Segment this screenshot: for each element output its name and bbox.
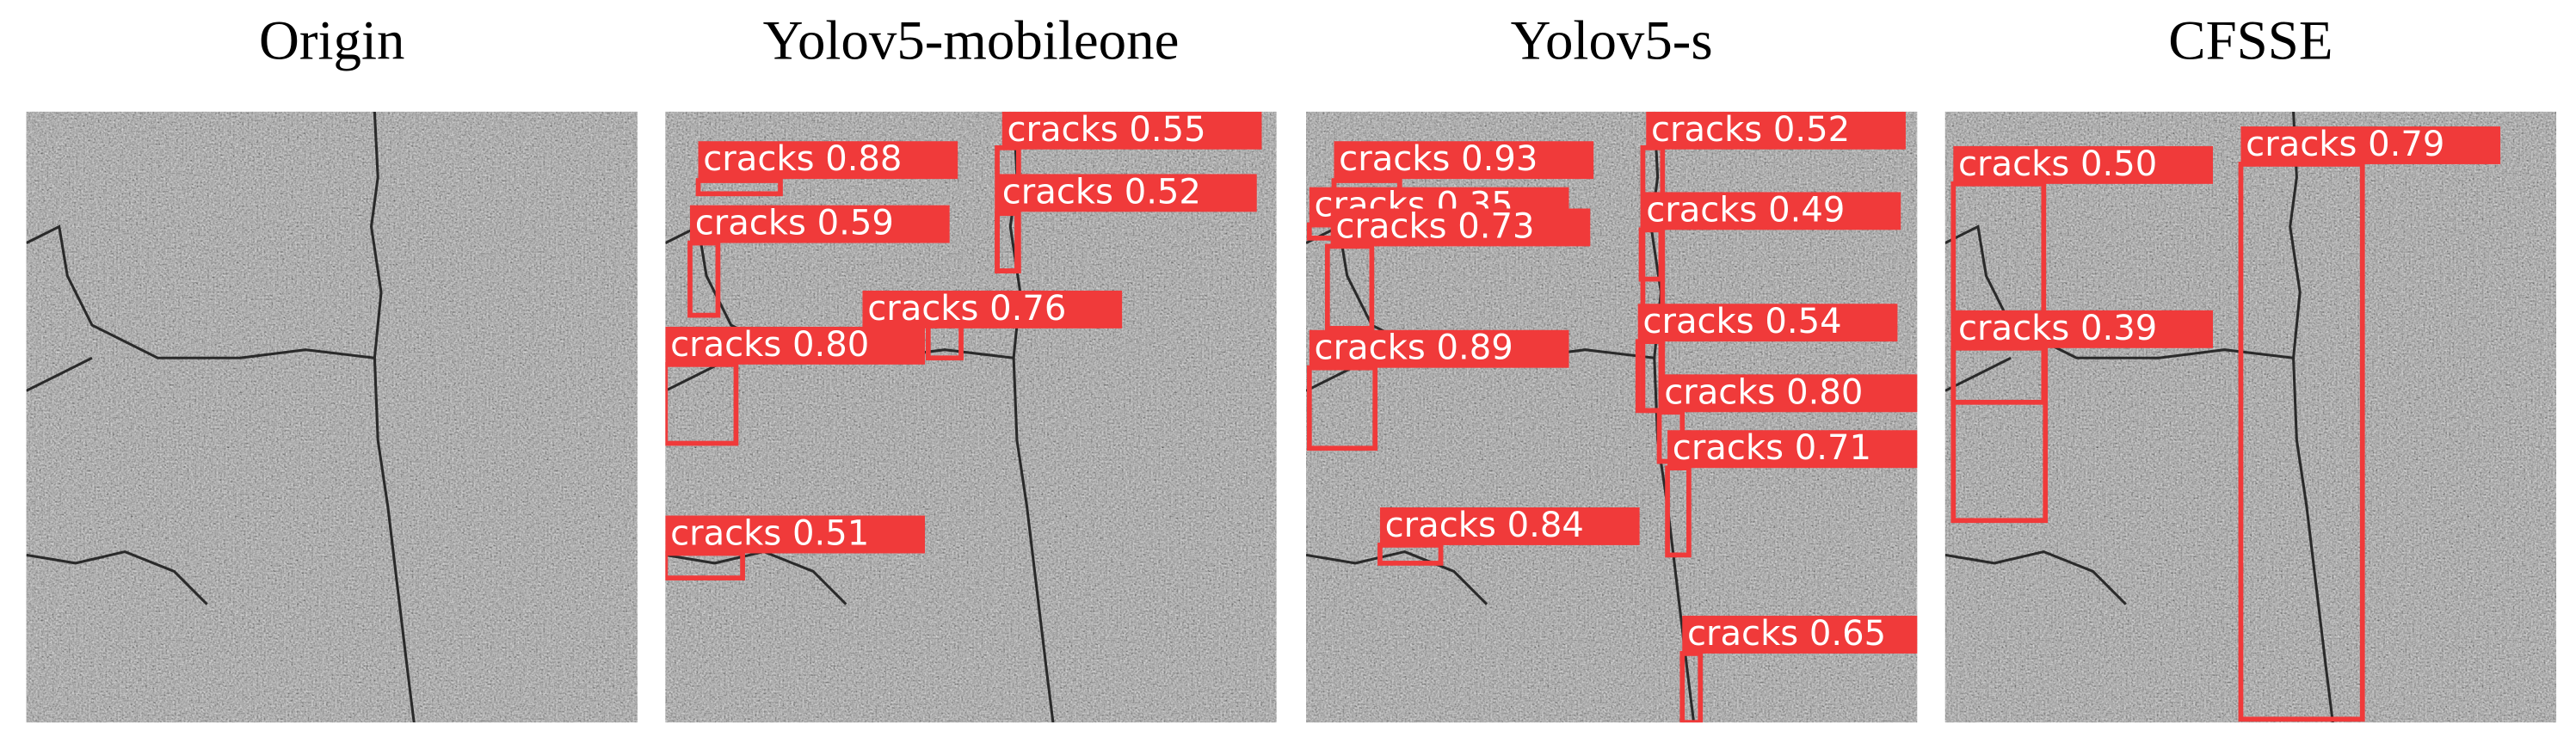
detection: cracks 0.52 (1640, 110, 1906, 414)
detection-label: cracks 0.93 (1339, 139, 1538, 179)
label-background (698, 141, 958, 180)
bounding-box (695, 178, 783, 197)
label-background (665, 326, 926, 365)
label-background (689, 205, 950, 243)
detection-label: cracks 0.88 (703, 139, 902, 179)
detection-label: cracks 0.49 (1646, 190, 1845, 230)
panel: CFSSE cracks 0.50 cracks 0.79 cracks 0.39 (1944, 10, 2557, 723)
detection: cracks 0.79 (2238, 125, 2501, 722)
label-background (1379, 507, 1640, 545)
detection-label: cracks 0.76 (867, 289, 1066, 329)
detection: cracks 0.89 (1306, 329, 1569, 451)
bounding-box (995, 211, 1020, 273)
detection: cracks 0.73 (1324, 206, 1591, 331)
detection-label: cracks 0.84 (1385, 506, 1584, 545)
detection: cracks 0.65 (1679, 614, 1918, 723)
detection: cracks 0.76 (862, 289, 1123, 361)
panel-title: CFSSE (2168, 10, 2333, 72)
detection: cracks 0.51 (665, 513, 926, 580)
label-background (2240, 126, 2501, 164)
label-background (1641, 192, 1901, 230)
detection: cracks 0.59 (687, 204, 950, 318)
label-background (862, 290, 1123, 329)
pavement-image (26, 111, 638, 723)
detection-label: cracks 0.80 (1664, 372, 1863, 412)
panel: Origin (26, 10, 638, 723)
label-background (1330, 208, 1591, 247)
detection-label: cracks 0.51 (670, 513, 869, 553)
texture (26, 111, 638, 723)
label-background (1953, 145, 2213, 184)
detection-label: cracks 0.80 (670, 325, 869, 365)
detection: cracks 0.49 (1638, 190, 1901, 282)
detection-label: cracks 0.65 (1687, 614, 1886, 654)
detection-label: cracks 0.79 (2246, 125, 2444, 164)
panel-title: Yolov5-s (1511, 10, 1713, 72)
detection: cracks 0.80 (1656, 372, 1918, 464)
panel-title: Origin (259, 10, 404, 72)
pavement-image: cracks 0.50 cracks 0.79 cracks 0.39 (1944, 111, 2557, 723)
detection-label: cracks 0.54 (1642, 302, 1841, 341)
detection-label: cracks 0.55 (1007, 110, 1205, 150)
detection: cracks 0.88 (695, 139, 958, 197)
detection: cracks 0.52 (995, 172, 1257, 273)
label-background (1667, 430, 1918, 469)
panel-title: Yolov5-mobileone (763, 10, 1180, 72)
detection-label: cracks 0.52 (1651, 110, 1850, 150)
label-background (1334, 141, 1594, 180)
label-background (1309, 329, 1569, 368)
detection: cracks 0.39 (1950, 309, 2213, 524)
label-background (1659, 374, 1918, 413)
detection-label: cracks 0.59 (695, 204, 894, 243)
detection: cracks 0.71 (1665, 428, 1918, 558)
pavement-image: cracks 0.88 cracks 0.55 cracks 0.52 cracks … (665, 110, 1277, 723)
detection-label: cracks 0.71 (1673, 428, 1871, 468)
detection: cracks 0.54 (1635, 302, 1898, 414)
label-background (665, 515, 926, 554)
detection-label: cracks 0.39 (1958, 309, 2157, 348)
label-background (1001, 111, 1262, 150)
detection-label: cracks 0.89 (1315, 329, 1513, 368)
detection: cracks 0.50 (1950, 144, 2213, 405)
detection-label: cracks 0.73 (1335, 206, 1534, 246)
label-background (1682, 616, 1918, 654)
label-background (1637, 304, 1898, 342)
detection: cracks 0.84 (1377, 506, 1640, 566)
detection-label: cracks 0.50 (1958, 144, 2157, 184)
detection-label: cracks 0.52 (1002, 172, 1201, 212)
label-background (1953, 310, 2213, 348)
label-background (997, 174, 1257, 212)
label-background (1646, 111, 1906, 150)
texture (1944, 111, 2557, 723)
detection: cracks 0.93 (1331, 139, 1594, 197)
detection: cracks 0.80 (665, 325, 926, 446)
